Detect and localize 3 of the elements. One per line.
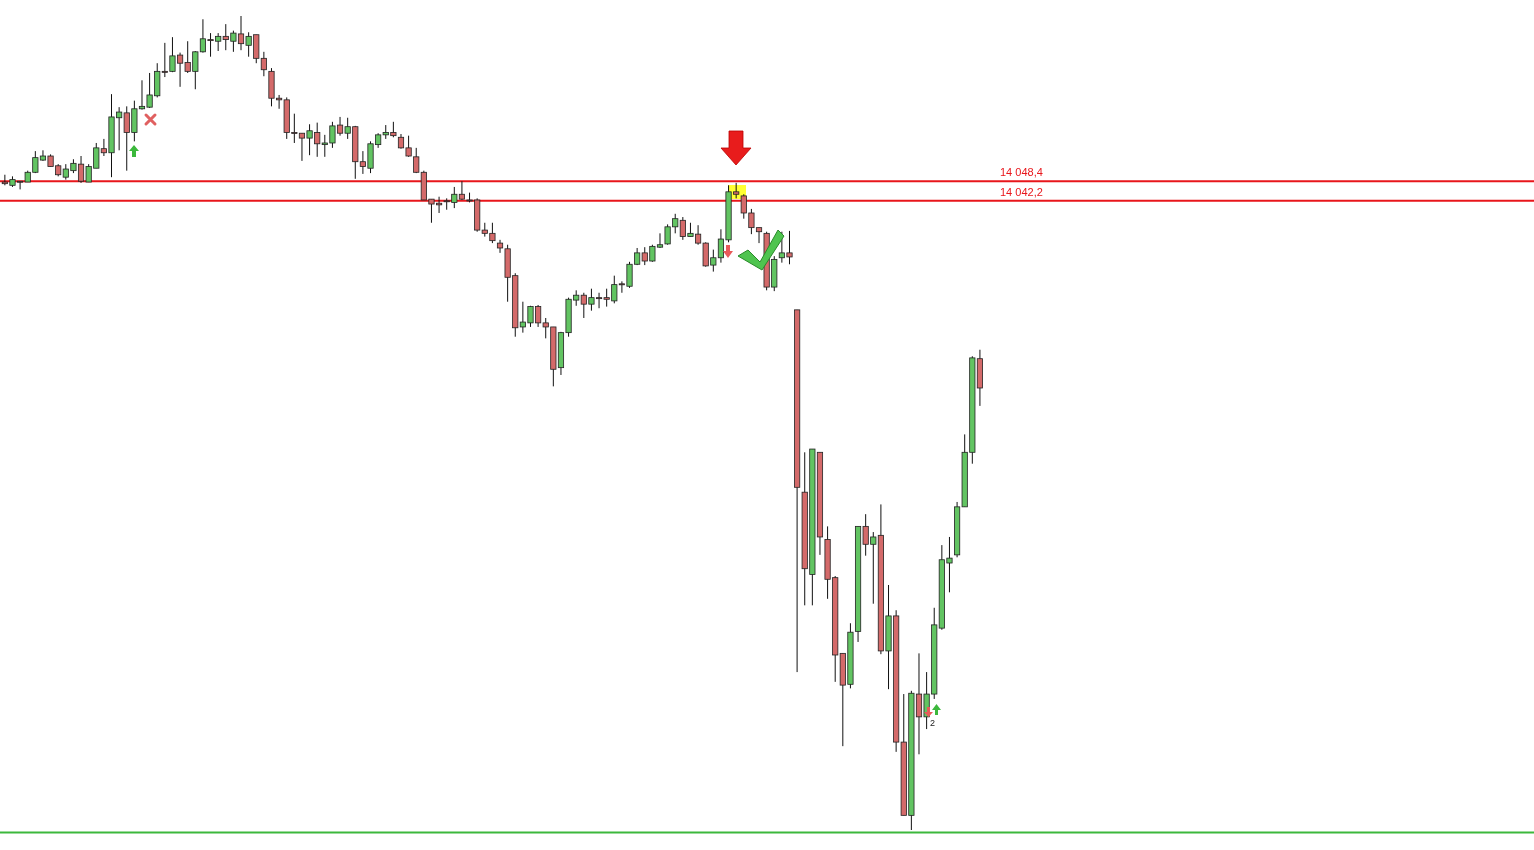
text: 14 048,4 — [1000, 166, 1043, 179]
annotation: 2 — [930, 718, 936, 728]
text: 14 042,2 — [1000, 185, 1043, 198]
